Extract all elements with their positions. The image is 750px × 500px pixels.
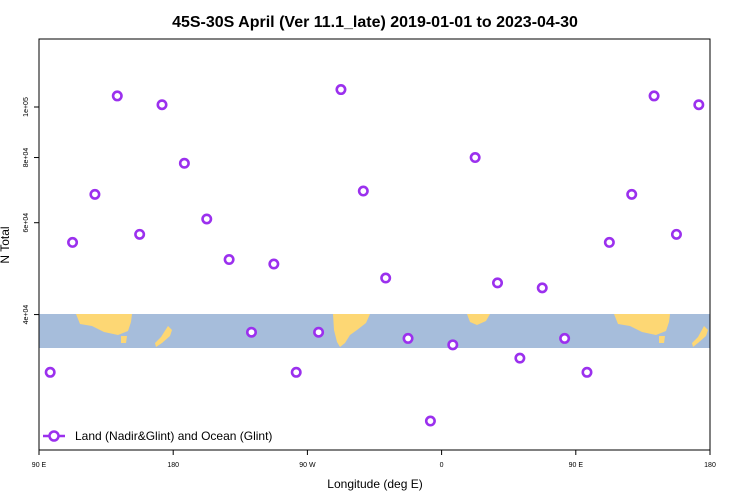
data-point xyxy=(335,84,347,96)
data-point xyxy=(268,258,280,270)
map-band xyxy=(39,314,710,348)
data-point xyxy=(245,326,257,338)
legend-marker xyxy=(48,430,60,442)
y-tick-label: 1e+05 xyxy=(23,97,30,117)
data-point xyxy=(357,185,369,197)
data-point xyxy=(313,326,325,338)
australia-land xyxy=(76,314,132,335)
x-tick-label: 90 E xyxy=(32,462,47,469)
y-tick-label: 6e+04 xyxy=(23,213,30,233)
y-tick-label: 8e+04 xyxy=(23,148,30,168)
data-point xyxy=(134,228,146,240)
new-zealand-land-2 xyxy=(692,326,708,347)
x-tick-label: 90 E xyxy=(569,462,584,469)
data-point xyxy=(581,366,593,378)
data-point xyxy=(648,90,660,102)
tasmania-land xyxy=(121,336,127,343)
y-tick-label: 4e+04 xyxy=(23,305,30,325)
data-point xyxy=(447,339,459,351)
new-zealand-land xyxy=(155,326,172,347)
data-point xyxy=(111,90,123,102)
data-point xyxy=(670,228,682,240)
data-point xyxy=(290,366,302,378)
chart-title: 45S-30S April (Ver 11.1_late) 2019-01-01… xyxy=(172,14,578,31)
data-point xyxy=(67,236,79,248)
y-axis: 4e+04 6e+04 8e+04 1e+05 xyxy=(23,97,39,324)
land-shapes xyxy=(76,314,708,347)
y-axis-label: N Total xyxy=(0,226,12,263)
tasmania-land-2 xyxy=(659,336,665,343)
data-point xyxy=(156,99,168,111)
legend-label: Land (Nadir&Glint) and Ocean (Glint) xyxy=(75,429,272,443)
data-point xyxy=(492,277,504,289)
data-point xyxy=(223,254,235,266)
data-point xyxy=(380,272,392,284)
data-point xyxy=(89,188,101,200)
plot-frame xyxy=(38,38,711,451)
x-tick-label: 0 xyxy=(440,462,444,469)
x-axis-label: Longitude (deg E) xyxy=(327,477,422,491)
ocean-band xyxy=(39,314,710,348)
data-point xyxy=(424,415,436,427)
legend: Land (Nadir&Glint) and Ocean (Glint) xyxy=(43,429,272,443)
x-tick-label: 180 xyxy=(167,462,179,469)
australia-land-2 xyxy=(614,314,670,335)
data-point xyxy=(178,157,190,169)
data-point xyxy=(44,366,56,378)
data-point xyxy=(514,352,526,364)
data-point xyxy=(693,99,705,111)
data-point xyxy=(626,188,638,200)
data-point xyxy=(469,152,481,164)
data-point xyxy=(201,213,213,225)
x-tick-label: 180 xyxy=(704,462,716,469)
data-points xyxy=(44,84,705,427)
data-point xyxy=(603,236,615,248)
x-tick-label: 90 W xyxy=(299,462,316,469)
south-africa-land xyxy=(467,314,490,325)
data-point xyxy=(559,332,571,344)
south-america-land xyxy=(333,314,370,347)
data-point xyxy=(536,282,548,294)
x-axis: 90 E 180 90 W 0 90 E 180 xyxy=(32,450,716,469)
data-point xyxy=(402,332,414,344)
